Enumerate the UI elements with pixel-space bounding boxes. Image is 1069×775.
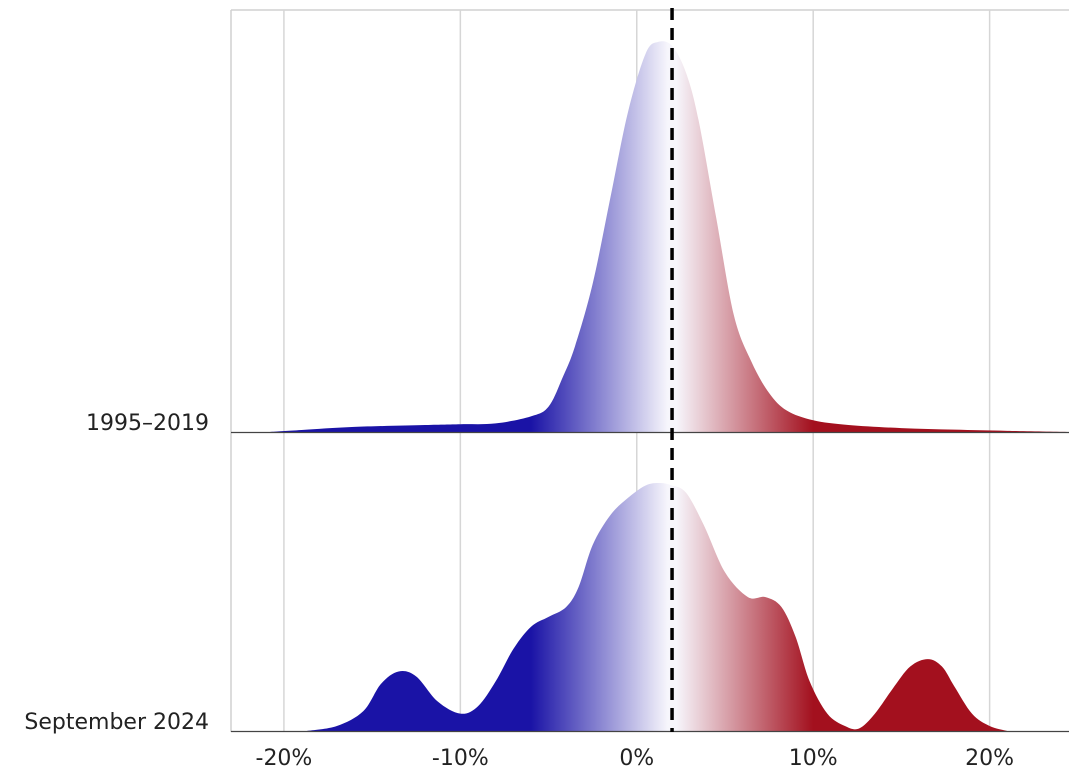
x-tick-label: -20% xyxy=(256,746,313,771)
row-label: September 2024 xyxy=(24,710,209,735)
density-ridge-1 xyxy=(306,483,1008,731)
ridge-layer xyxy=(269,41,1069,731)
x-axis-ticks: -20% -10% 0% 10% 20% xyxy=(256,746,1015,771)
x-tick-label: -10% xyxy=(432,746,489,771)
x-tick-label: 10% xyxy=(789,746,838,771)
row-label: 1995–2019 xyxy=(86,411,209,436)
baseline-layer xyxy=(231,431,1069,733)
x-tick-label: 20% xyxy=(965,746,1014,771)
density-ridge-0 xyxy=(269,41,1069,433)
x-tick-label: 0% xyxy=(619,746,654,771)
row-labels: 1995–2019 September 2024 xyxy=(24,411,209,735)
